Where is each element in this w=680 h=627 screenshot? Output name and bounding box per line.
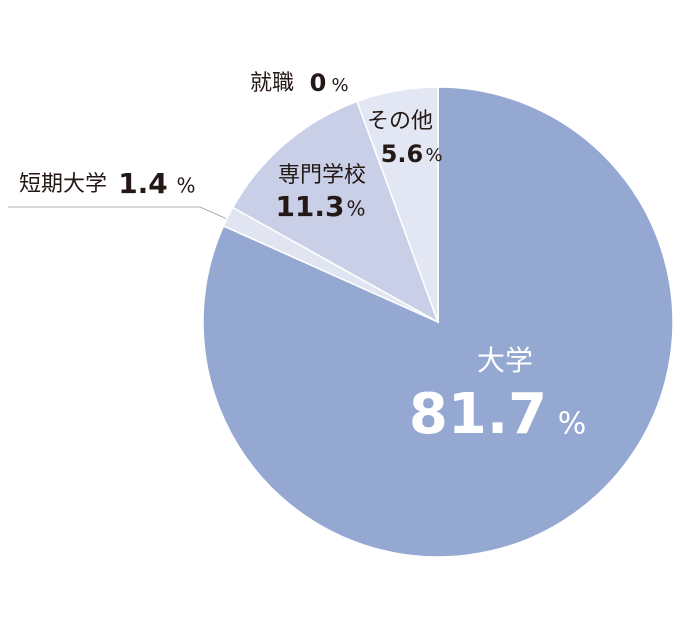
value-label: 11.3 bbox=[275, 190, 344, 223]
value-label: 5.6 bbox=[381, 140, 424, 168]
unit-label: % bbox=[558, 407, 587, 442]
unit-label: % bbox=[176, 174, 195, 198]
slice-label: 短期大学 bbox=[19, 172, 107, 197]
value-label: 81.7 bbox=[409, 382, 547, 447]
value-label: 1.4 bbox=[118, 167, 168, 200]
value-label: 0 bbox=[310, 69, 327, 97]
slice-label: 大学 bbox=[477, 344, 533, 377]
unit-label: % bbox=[425, 145, 442, 166]
pie-slice bbox=[231, 100, 440, 324]
unit-label: % bbox=[331, 75, 348, 96]
slice-label: その他 bbox=[367, 109, 433, 134]
leader-line bbox=[8, 206, 244, 227]
unit-label: % bbox=[346, 197, 365, 221]
slice-label: 就職 bbox=[250, 71, 294, 96]
slice-label: 専門学校 bbox=[278, 163, 366, 188]
